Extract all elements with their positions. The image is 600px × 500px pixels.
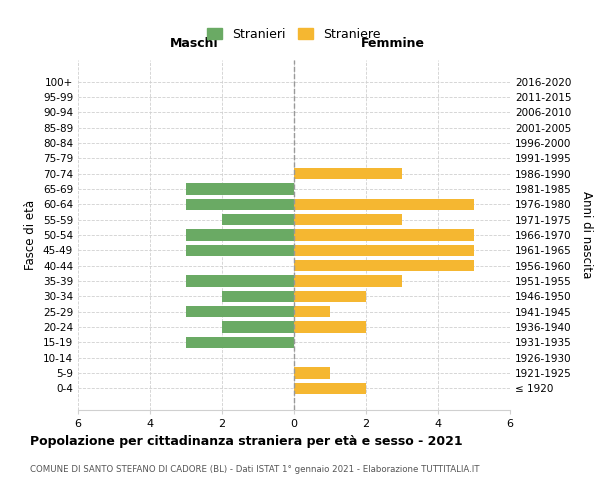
Bar [294, 168, 402, 179]
Bar [294, 306, 330, 318]
Bar [294, 214, 402, 226]
Legend: Stranieri, Straniere: Stranieri, Straniere [203, 24, 385, 45]
Bar [294, 229, 474, 241]
Text: Maschi: Maschi [170, 36, 219, 50]
Bar [294, 260, 474, 272]
Bar [294, 322, 366, 333]
Bar [294, 290, 366, 302]
Bar [294, 244, 474, 256]
Text: Popolazione per cittadinanza straniera per età e sesso - 2021: Popolazione per cittadinanza straniera p… [30, 435, 463, 448]
Bar [294, 276, 402, 287]
Bar [222, 214, 294, 226]
Bar [294, 382, 366, 394]
Bar [186, 244, 294, 256]
Bar [186, 336, 294, 348]
Bar [186, 198, 294, 210]
Bar [294, 368, 330, 379]
Y-axis label: Anni di nascita: Anni di nascita [580, 192, 593, 278]
Bar [222, 322, 294, 333]
Y-axis label: Fasce di età: Fasce di età [25, 200, 37, 270]
Bar [186, 229, 294, 241]
Bar [186, 183, 294, 194]
Bar [186, 306, 294, 318]
Bar [294, 198, 474, 210]
Bar [186, 276, 294, 287]
Text: Femmine: Femmine [361, 36, 425, 50]
Bar [222, 290, 294, 302]
Text: COMUNE DI SANTO STEFANO DI CADORE (BL) - Dati ISTAT 1° gennaio 2021 - Elaborazio: COMUNE DI SANTO STEFANO DI CADORE (BL) -… [30, 465, 479, 474]
